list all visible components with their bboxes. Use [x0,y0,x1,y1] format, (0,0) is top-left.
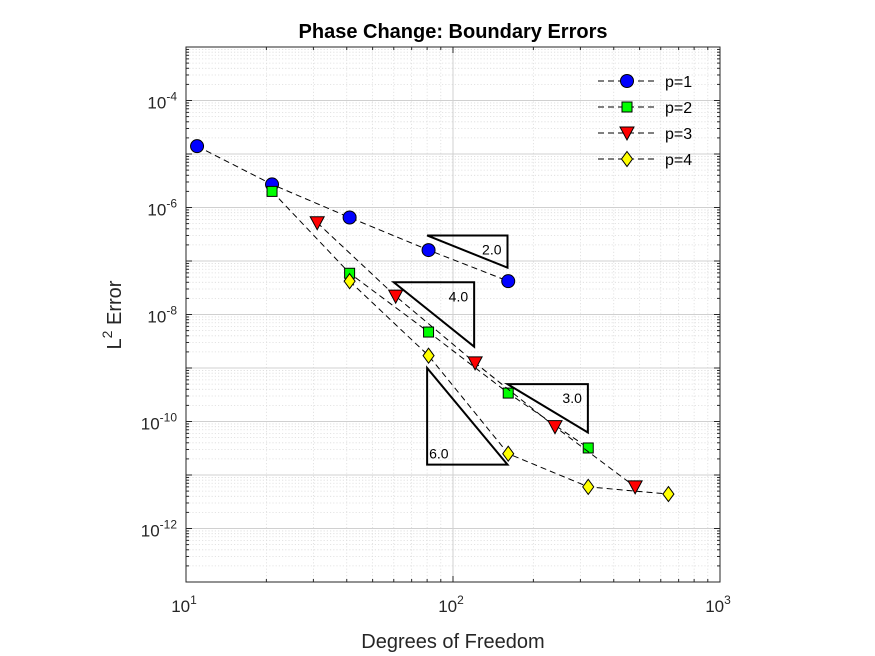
y-tick-label-exp: -8 [166,304,177,318]
x-tick-label-exp: 1 [190,593,197,607]
slope-label: 4.0 [449,288,469,304]
y-axis-label-sup: 2 [99,330,115,338]
y-axis-label-base: L [104,338,126,349]
data-point [502,445,515,463]
data-point [343,272,356,290]
legend-item: p=4 [598,150,692,169]
data-point [582,442,594,454]
x-tick-label-exp: 3 [724,593,731,607]
slope-label: 2.0 [482,241,502,257]
legend-item: p=1 [598,74,692,91]
data-point [190,139,205,154]
x-axis-label: Degrees of Freedom [361,631,544,653]
y-tick-label: 10-4 [147,90,177,113]
y-tick-label-base: 10 [147,308,166,327]
y-axis-label-rest: Error [104,280,126,330]
plot-area: 2.0 4.0 3.0 6.0 [185,46,721,583]
x-tick-label-base: 10 [171,597,190,616]
x-tick-label-base: 10 [438,597,457,616]
series-line [196,145,509,282]
data-point [342,210,357,225]
data-point [627,480,643,495]
y-tick-label-base: 10 [141,522,160,541]
data-point [421,243,436,258]
legend-label: p=2 [665,100,692,117]
slope-triangle: 3.0 [503,383,589,435]
chart-title: Phase Change: Boundary Errors [299,21,608,43]
data-point [309,216,326,231]
data-point [422,347,435,365]
slope-triangle: 6.0 [426,365,510,466]
data-point [387,289,404,305]
data-point [467,356,483,371]
data-point [423,326,435,338]
y-tick-label: 10-10 [141,411,178,434]
x-tick-label-base: 10 [705,597,724,616]
y-tick-label-base: 10 [147,201,166,220]
x-tick-labels: 101 102 103 [171,593,731,616]
legend-label: p=1 [665,74,692,91]
slope-triangle-shape [503,383,589,435]
minor-grid [186,47,720,582]
x-tick-label-exp: 2 [457,593,464,607]
data-point [266,185,278,197]
y-tick-label-exp: -4 [166,90,177,104]
data-point [502,387,514,399]
series-p=1 [190,139,516,289]
legend-marker [620,74,634,88]
legend-item: p=2 [598,100,692,117]
data-series [190,139,675,503]
y-tick-label-base: 10 [147,94,166,113]
y-tick-label: 10-12 [141,518,178,541]
y-tick-label-base: 10 [141,415,160,434]
slope-triangle-shape [426,234,509,270]
data-point [582,478,595,496]
legend-marker [621,101,633,113]
slope-triangle: 4.0 [390,281,476,349]
data-point [501,274,516,289]
slope-triangle-shape [426,365,510,466]
legend-item: p=3 [598,126,692,143]
slope-label: 3.0 [562,390,582,406]
legend-marker [620,150,634,168]
y-tick-label: 10-6 [147,197,177,220]
x-tick-label: 102 [438,593,464,616]
slope-triangle-shape [390,281,476,349]
slope-triangles: 2.0 4.0 3.0 6.0 [390,234,589,466]
y-axis-label: L2 Error [99,280,126,349]
data-point [547,420,563,435]
y-tick-label-exp: -10 [160,411,178,425]
series-p=3 [309,216,643,495]
legend-label: p=3 [665,126,692,143]
data-point [662,485,675,503]
y-tick-label-exp: -12 [160,518,178,532]
axis-ticks [185,46,721,583]
legend-marker [619,126,635,142]
x-tick-label: 101 [171,593,197,616]
series-p=4 [343,272,675,503]
slope-label: 6.0 [429,446,449,462]
slope-triangle: 2.0 [426,234,509,270]
x-tick-label: 103 [705,593,731,616]
y-tick-label: 10-8 [147,304,177,327]
y-tick-label-exp: -6 [166,197,177,211]
legend: p=1 p=2 p=3 p=4 [598,74,692,169]
legend-label: p=4 [665,152,692,169]
